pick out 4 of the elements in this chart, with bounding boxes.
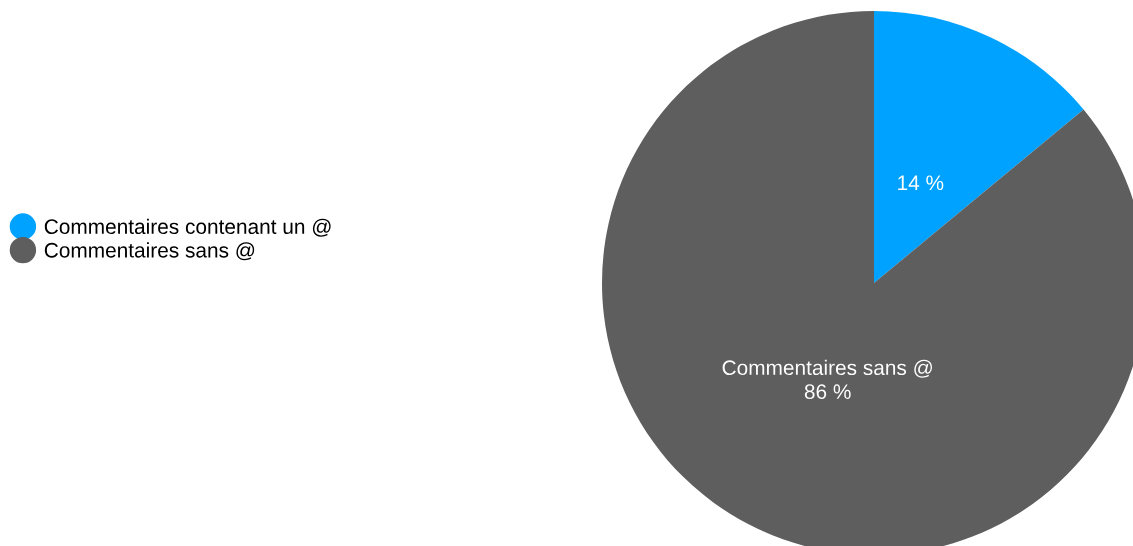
data-label: 14 %	[898, 175, 944, 191]
legend-label: Commentaires sans @	[44, 242, 255, 261]
legend-label: Commentaires contenant un @	[44, 218, 331, 237]
data-label: Commentaires sans @ 86 %	[722, 359, 932, 400]
